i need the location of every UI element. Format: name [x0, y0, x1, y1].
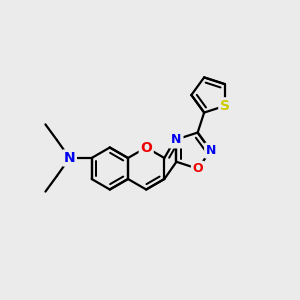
Text: S: S	[220, 99, 230, 113]
Text: N: N	[206, 144, 216, 157]
Text: O: O	[192, 162, 203, 175]
Text: N: N	[64, 151, 75, 165]
Text: O: O	[170, 133, 182, 147]
Text: N: N	[171, 133, 182, 146]
Text: O: O	[140, 140, 152, 154]
